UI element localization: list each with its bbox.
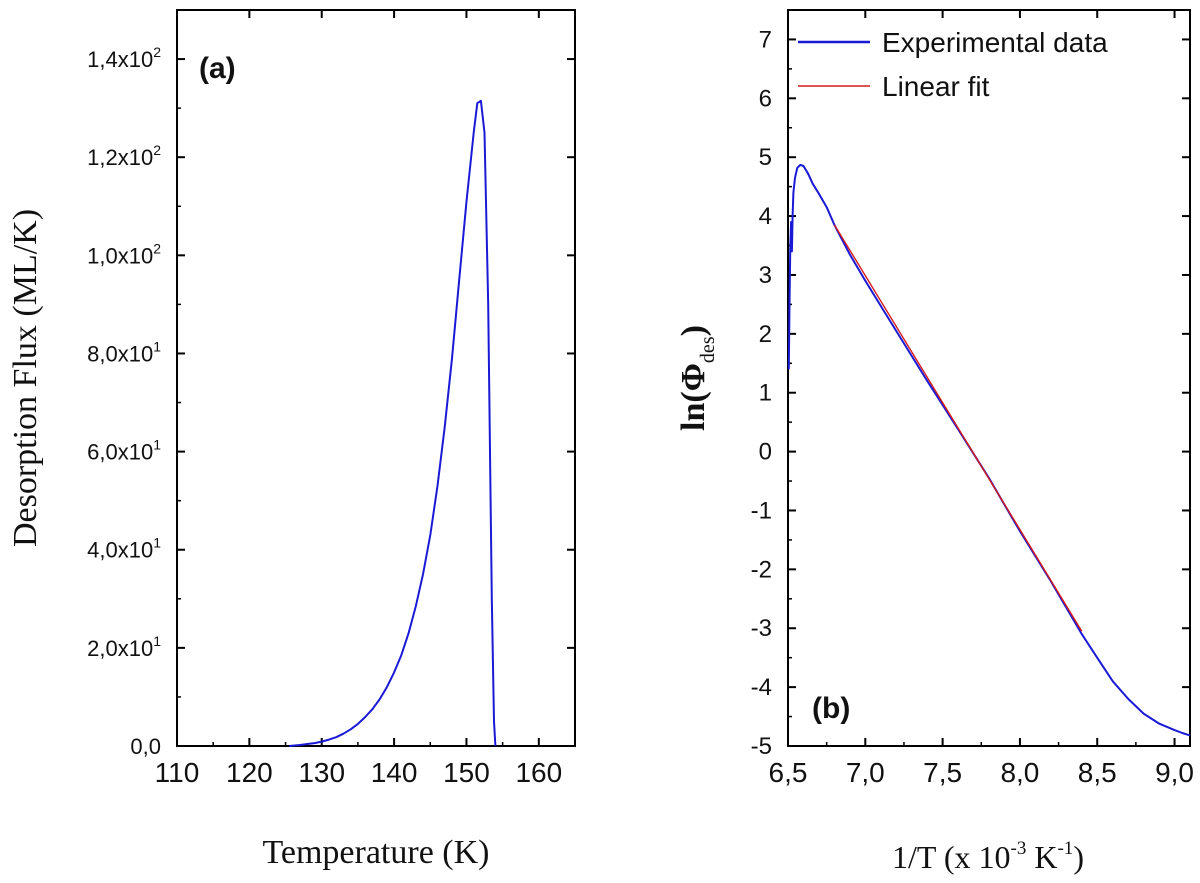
panel-b-y-tick-label: -1 bbox=[751, 497, 772, 524]
x-title-mid: K bbox=[1026, 839, 1057, 875]
panel-b-x-tick-label: 7,5 bbox=[923, 757, 962, 788]
panel-a-x-ticks: 110 120 130 140 150 160 bbox=[155, 10, 562, 788]
y-title-post: ) bbox=[675, 325, 712, 336]
panel-a-y-axis-title: Desorption Flux (ML/K) bbox=[7, 209, 44, 547]
panel-b-y-tick-label: -2 bbox=[751, 556, 772, 583]
panel-b-x-axis-title: 1/T (x 10-3 K-1) bbox=[892, 838, 1084, 875]
panel-a-x-tick-label: 150 bbox=[443, 757, 490, 788]
panel-b-y-tick-label: 3 bbox=[759, 262, 772, 289]
panel-b-y-tick-label: -3 bbox=[751, 615, 772, 642]
panel-b-y-tick-label: 5 bbox=[759, 144, 772, 171]
panel-b-y-tick-label: -5 bbox=[751, 733, 772, 760]
panel-a-series bbox=[289, 99, 497, 747]
panel-b-series-linear-fit bbox=[833, 224, 1083, 632]
panel-b-x-ticks: 6,5 7,0 7,5 8,0 8,5 9,0 bbox=[769, 10, 1194, 788]
panel-b-x-tick-label: 6,5 bbox=[769, 757, 808, 788]
panel-b-y-tick-label: 0 bbox=[759, 439, 772, 466]
panel-b-y-tick-label: 7 bbox=[759, 26, 772, 53]
panel-a-y-tick-label: 6,0x101 bbox=[87, 437, 161, 465]
panel-a-frame bbox=[176, 9, 576, 747]
panel-b-y-axis-title: ln(Φdes) bbox=[675, 325, 719, 431]
panel-a-y-tick-label: 4,0x101 bbox=[87, 535, 161, 563]
panel-b-y-tick-label: 4 bbox=[759, 203, 772, 230]
panel-b-series bbox=[787, 163, 1191, 737]
panel-a-series-desorption-flux bbox=[289, 99, 497, 747]
x-title-exp2: -1 bbox=[1057, 838, 1073, 859]
panel-b-label: (b) bbox=[812, 692, 850, 725]
panel-b-x-tick-label: 7,0 bbox=[846, 757, 885, 788]
y-title-pre: ln(Φ bbox=[675, 363, 712, 431]
panel-a-x-tick-label: 120 bbox=[226, 757, 273, 788]
x-title-exp1: -3 bbox=[1011, 838, 1027, 859]
legend-label-experimental: Experimental data bbox=[882, 27, 1108, 58]
panel-b-x-tick-label: 8,5 bbox=[1078, 757, 1117, 788]
panel-a-y-tick-label: 1,4x102 bbox=[87, 44, 161, 72]
panel-b-arrhenius: 6,5 7,0 7,5 8,0 8,5 9,0 -5 -4 -3 -2 -1 0 1 2 3 4 5 6 7 Ex… bbox=[675, 9, 1194, 875]
panel-b-y-tick-label: 1 bbox=[759, 380, 772, 407]
panel-b-x-tick-label: 8,0 bbox=[1000, 757, 1039, 788]
panel-a-y-tick-label: 1,2x102 bbox=[87, 142, 161, 170]
panel-a-label: (a) bbox=[199, 52, 236, 85]
panel-a-desorption-flux: 110 120 130 140 150 160 0,0 2,0x101 4,0x101 6,0x… bbox=[7, 9, 576, 871]
panel-b-y-tick-label: 2 bbox=[759, 321, 772, 348]
legend-label-linear-fit: Linear fit bbox=[882, 71, 990, 102]
panel-a-x-tick-label: 160 bbox=[515, 757, 562, 788]
panel-a-y-tick-label: 8,0x101 bbox=[87, 338, 161, 366]
panel-b-series-experimental-data bbox=[787, 163, 1191, 737]
panel-b-y-tick-label: 6 bbox=[759, 85, 772, 112]
panel-a-x-axis-title: Temperature (K) bbox=[263, 834, 490, 871]
panel-a-x-tick-label: 110 bbox=[155, 757, 200, 788]
panel-b-frame bbox=[787, 9, 1191, 747]
panel-a-x-tick-label: 130 bbox=[298, 757, 345, 788]
panel-a-y-tick-label: 1,0x102 bbox=[87, 240, 161, 268]
panel-a-y-tick-label: 0,0 bbox=[130, 734, 161, 759]
panel-a-y-tick-label: 2,0x101 bbox=[87, 633, 161, 661]
panel-b-legend: Experimental data Linear fit bbox=[798, 27, 1108, 102]
x-title-pre: 1/T (x 10 bbox=[892, 839, 1011, 875]
panel-b-x-tick-label: 9,0 bbox=[1155, 757, 1194, 788]
x-title-post: ) bbox=[1073, 839, 1084, 875]
panel-a-y-ticks: 0,0 2,0x101 4,0x101 6,0x101 8,0x101 1,0x102 1,… bbox=[87, 44, 575, 759]
y-title-sub: des bbox=[697, 336, 719, 363]
panel-b-y-ticks: -5 -4 -3 -2 -1 0 1 2 3 4 5 6 7 bbox=[751, 26, 1190, 760]
panel-b-y-tick-label: -4 bbox=[751, 674, 772, 701]
panel-a-x-tick-label: 140 bbox=[371, 757, 418, 788]
